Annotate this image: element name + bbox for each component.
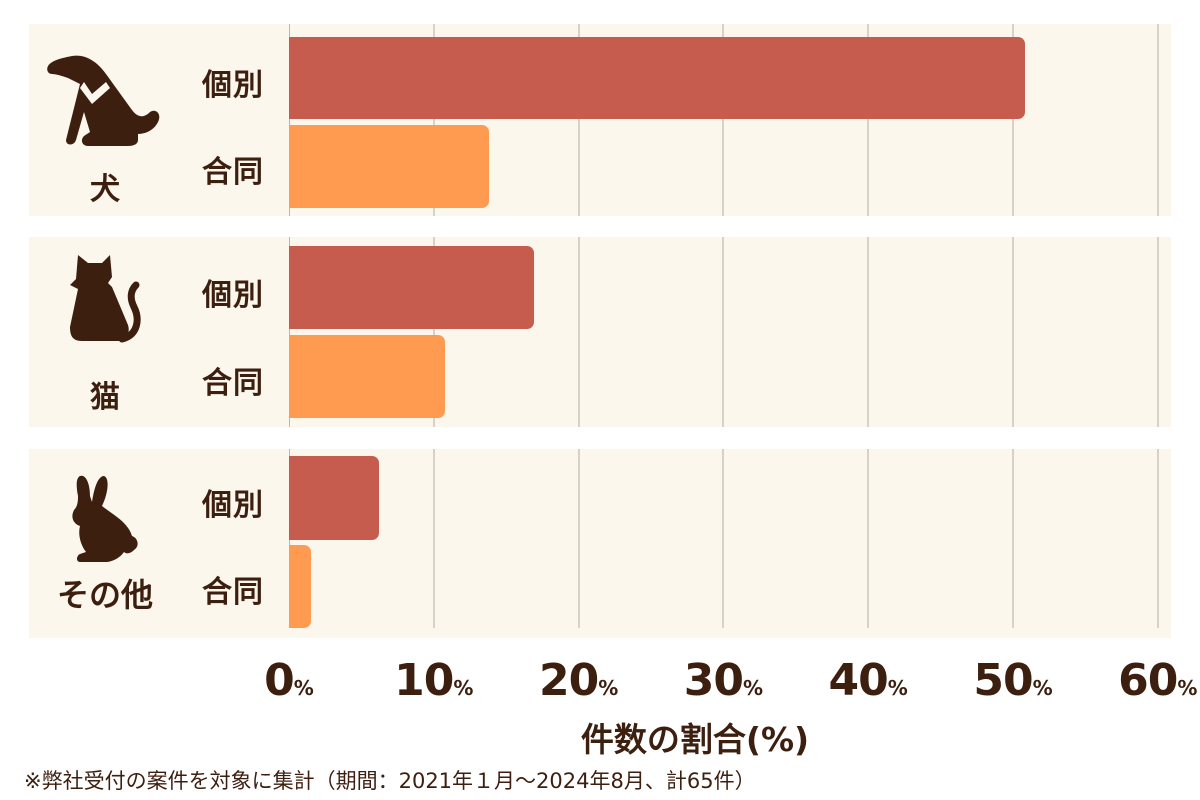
gridline xyxy=(1156,237,1159,427)
gridline xyxy=(867,237,870,427)
gridline xyxy=(432,237,435,427)
gridline xyxy=(722,237,725,427)
series-label-dog-individual: 個別 xyxy=(202,68,264,103)
series-label-other-individual: 個別 xyxy=(202,488,264,523)
bar-cat-joint xyxy=(289,335,446,418)
gridline xyxy=(577,24,580,216)
gridline xyxy=(722,24,725,216)
gridline xyxy=(867,24,870,216)
gridline xyxy=(1012,237,1014,427)
series-label-cat-joint: 合同 xyxy=(202,366,264,401)
bar-dog-individual xyxy=(289,37,1025,119)
gridline xyxy=(289,24,290,216)
bar-other-joint xyxy=(289,545,311,628)
gridline xyxy=(722,449,725,628)
rabbit-icon xyxy=(72,475,138,562)
category-label-other: その他 xyxy=(56,576,153,614)
dog-icon xyxy=(47,55,160,146)
bar-cat-individual xyxy=(289,246,534,329)
panel-cat xyxy=(29,237,1171,427)
gridline xyxy=(1156,449,1159,628)
x-tick-label: 10% xyxy=(394,655,474,706)
gridline xyxy=(577,449,580,628)
gridline xyxy=(1012,24,1014,216)
series-label-dog-joint: 合同 xyxy=(202,155,264,190)
series-label-cat-individual: 個別 xyxy=(202,278,264,313)
x-axis-title: 件数の割合(%) xyxy=(580,720,810,759)
x-tick-label: 20% xyxy=(538,655,619,706)
cat-icon xyxy=(70,255,141,343)
bar-dog-joint xyxy=(289,125,489,208)
gridline xyxy=(432,449,435,628)
gridline xyxy=(432,24,435,216)
x-tick-label: 40% xyxy=(828,655,908,706)
gridline xyxy=(289,237,290,427)
x-tick-label: 30% xyxy=(683,655,764,706)
gridline xyxy=(1012,449,1014,628)
x-tick-label: 50% xyxy=(973,655,1053,706)
gridline xyxy=(1156,24,1159,216)
panel-other xyxy=(29,449,1171,638)
footnote: ※弊社受付の案件を対象に集計（期間：2021年１月〜2024年8月、計65件） xyxy=(24,769,756,793)
gridline xyxy=(867,449,870,628)
gridline xyxy=(577,237,580,427)
category-label-cat: 猫 xyxy=(90,380,120,415)
bar-other-individual xyxy=(289,456,379,540)
category-label-dog: 犬 xyxy=(90,172,120,207)
series-label-other-joint: 合同 xyxy=(202,575,264,610)
x-tick-label: 60% xyxy=(1118,655,1198,706)
x-tick-label: 0% xyxy=(264,655,314,706)
